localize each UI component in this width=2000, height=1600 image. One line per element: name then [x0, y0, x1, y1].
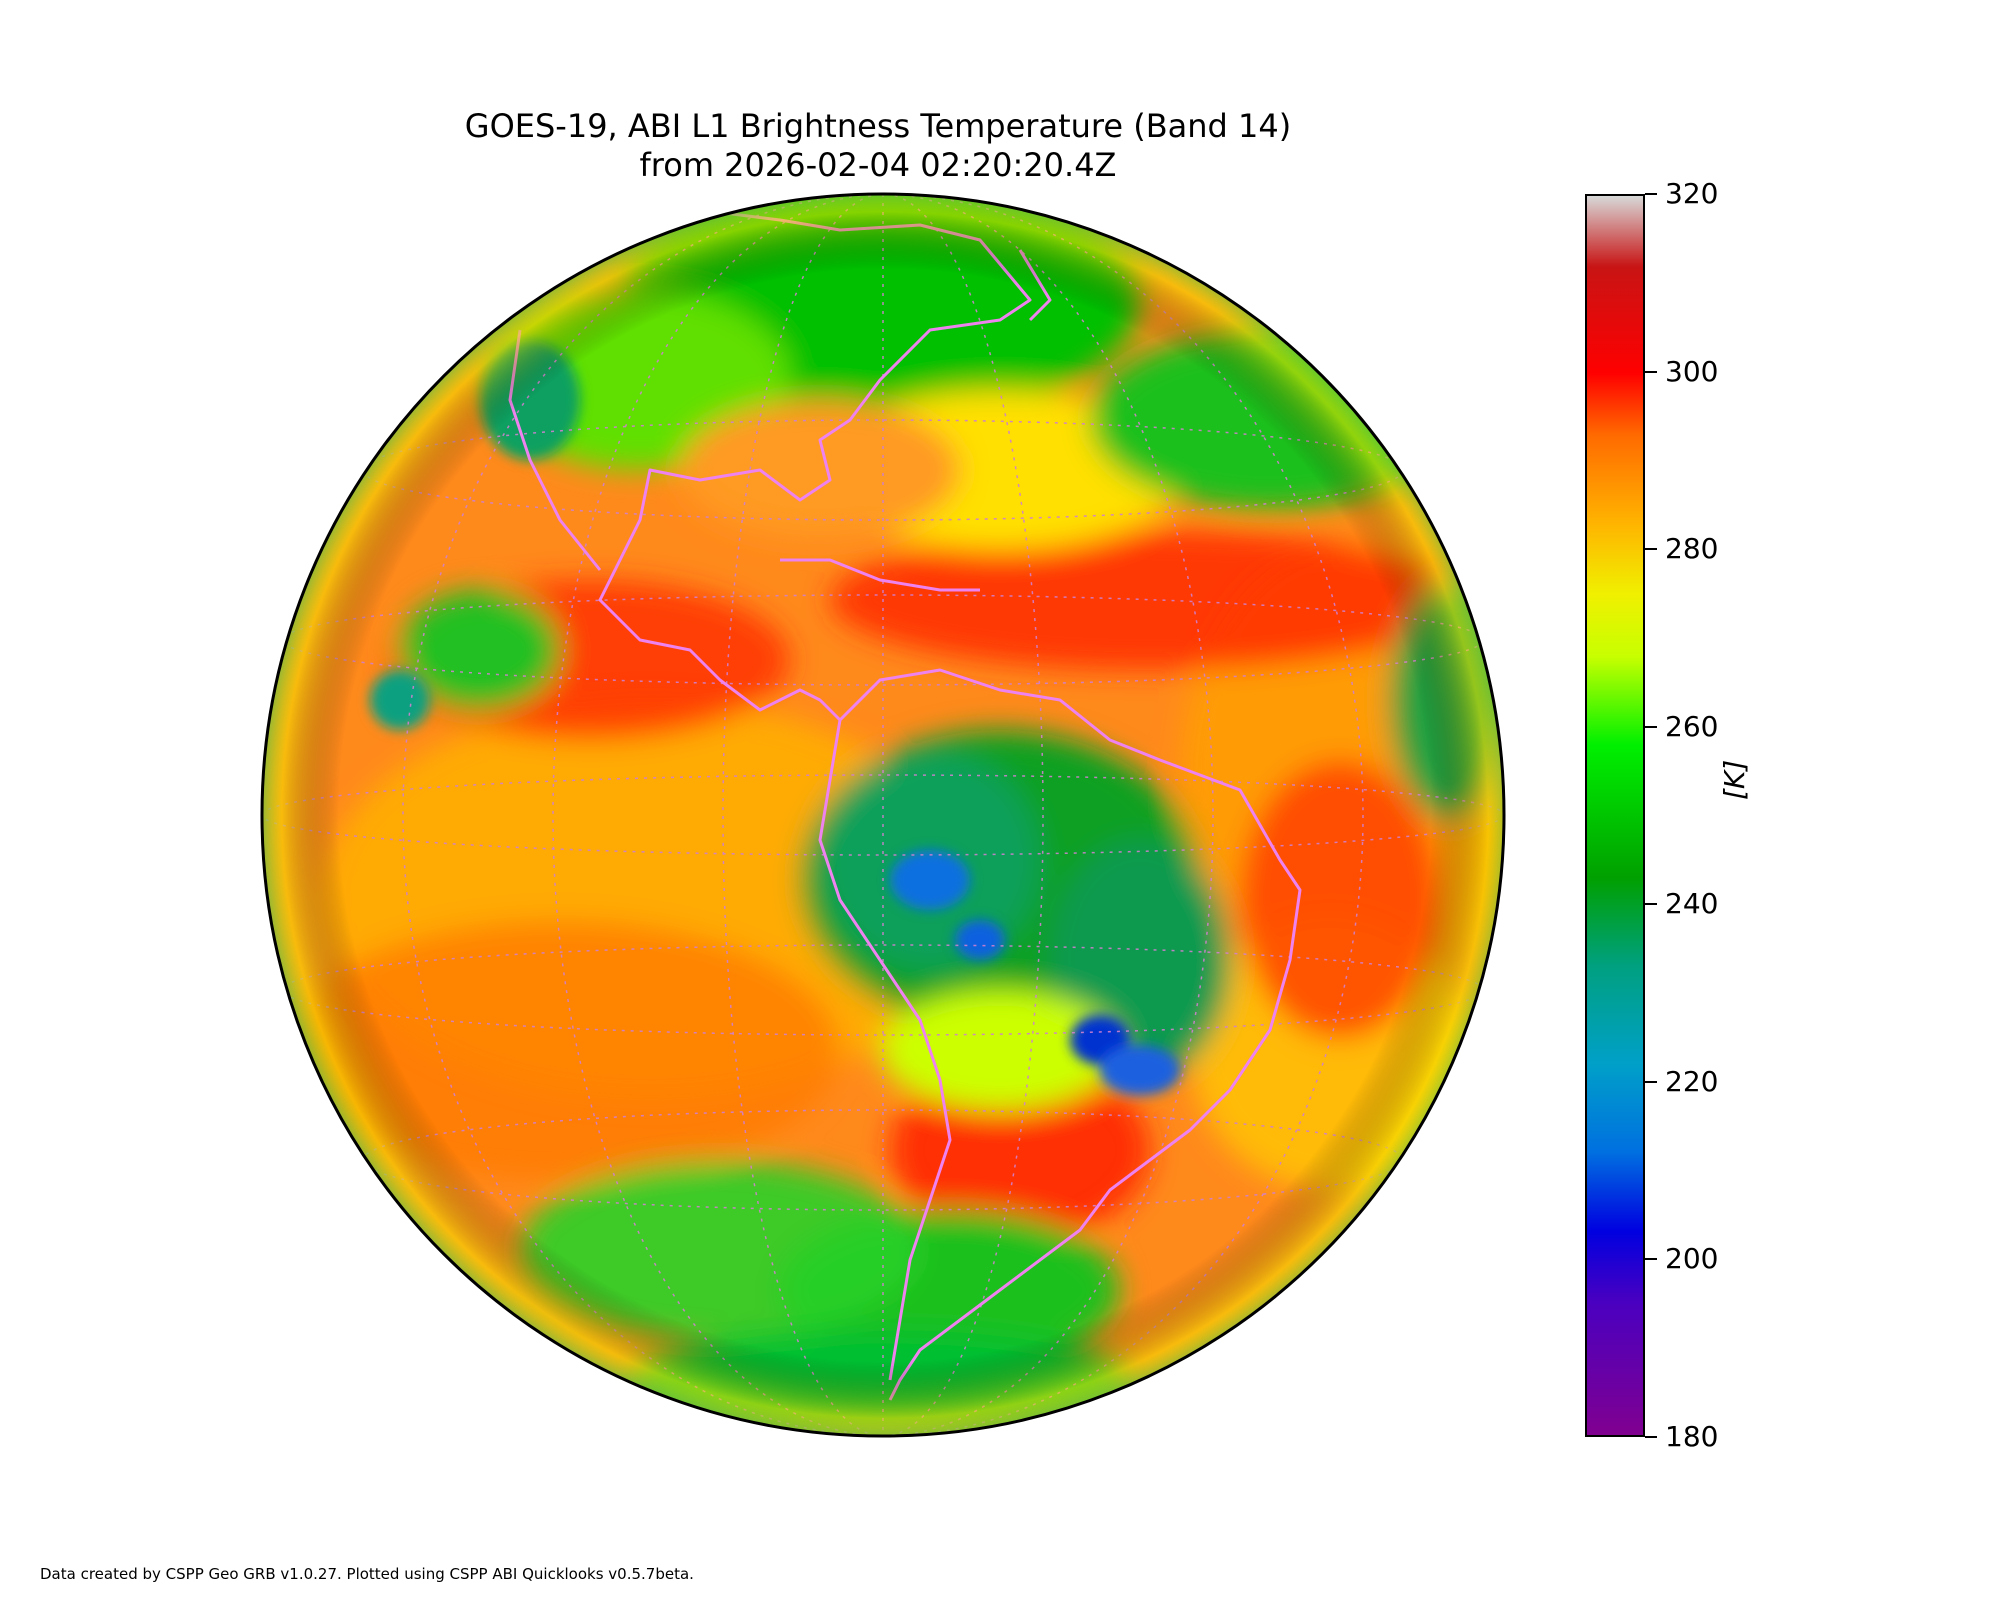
colorbar-tick-label: 320 [1665, 177, 1719, 210]
colorbar-tick [1645, 1080, 1657, 1083]
figure-subtitle: from 2026-02-04 02:20:20.4Z [639, 146, 1117, 184]
colorbar-tick-label: 300 [1665, 354, 1719, 388]
colorbar-tick-label: 220 [1665, 1064, 1719, 1098]
colorbar-tick-label: 280 [1665, 532, 1719, 566]
disk-content [262, 194, 1504, 1436]
figure-title: GOES-19, ABI L1 Brightness Temperature (… [464, 107, 1292, 145]
colorbar [1585, 194, 1645, 1437]
colorbar-tick-label: 260 [1665, 709, 1719, 743]
colorbar-tick [1645, 903, 1657, 906]
colorbar-tick [1645, 1436, 1657, 1438]
colorbar-tick [1645, 193, 1657, 195]
colorbar-unit-label: [K] [1718, 759, 1751, 800]
colorbar-tick [1645, 725, 1657, 728]
colorbar-tick [1645, 548, 1657, 551]
earth-disk-image [260, 192, 1506, 1438]
colorbar-tick-label: 180 [1665, 1420, 1719, 1453]
colorbar-tick-label: 200 [1665, 1242, 1719, 1276]
colorbar-tick-label: 240 [1665, 887, 1719, 921]
colorbar-tick [1645, 1258, 1657, 1261]
colorbar-tick [1645, 370, 1657, 373]
footer-credits: Data created by CSPP Geo GRB v1.0.27. Pl… [40, 1565, 694, 1583]
disk-outline [260, 192, 1506, 1438]
